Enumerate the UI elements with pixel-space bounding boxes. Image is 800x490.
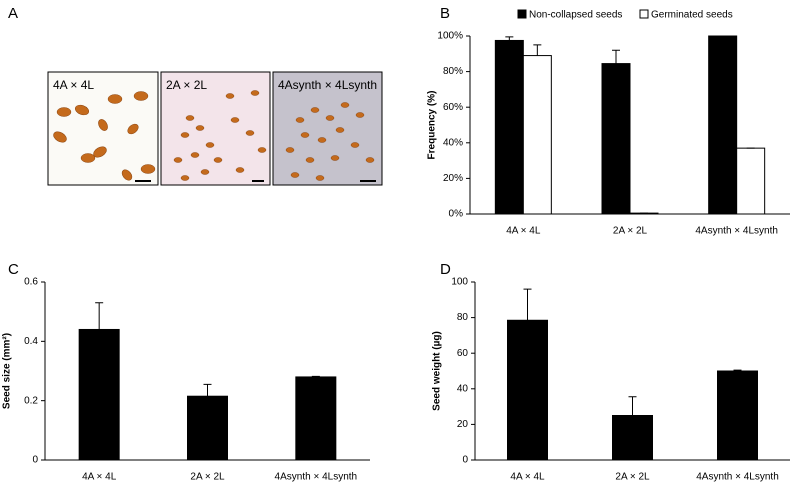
bar [187, 395, 228, 461]
bar [78, 328, 120, 461]
y-tick-label: 0.6 [24, 277, 38, 288]
bar [736, 147, 766, 215]
error-bar [523, 288, 532, 321]
error-bar [628, 396, 637, 416]
photo [272, 71, 383, 186]
photo-label: 4Asynth × 4Lsynth [278, 78, 377, 92]
legend-swatch [517, 9, 527, 19]
bar [612, 415, 653, 461]
bar [507, 319, 548, 461]
photo-label: 4A × 4L [53, 78, 94, 92]
error-bar [203, 383, 212, 397]
y-tick-label: 100 [451, 277, 468, 288]
panel-label: D [440, 261, 451, 278]
y-tick-label: 60 [457, 348, 469, 359]
error-bar [311, 375, 320, 377]
bar [295, 376, 337, 461]
legend-label: Non-collapsed seeds [529, 10, 622, 21]
seeds [53, 90, 375, 181]
y-tick-label: 100% [437, 31, 463, 42]
seed-photos [47, 71, 383, 186]
legend-swatch [639, 9, 649, 19]
bar [522, 55, 552, 215]
y-tick-label: 20 [457, 419, 469, 430]
y-tick-label: 60% [443, 102, 463, 113]
x-tick-label: 2A × 2L [190, 472, 225, 483]
panel-label: B [440, 5, 450, 22]
error-bar [612, 49, 620, 64]
x-tick-label: 4A × 4L [82, 472, 117, 483]
error-bar [733, 369, 742, 371]
bar [708, 35, 738, 215]
x-tick-label: 4A × 4L [510, 472, 545, 483]
photo [160, 71, 271, 186]
error-bar [533, 44, 542, 56]
y-tick-label: 0 [462, 455, 468, 466]
y-axis-title: Frequency (%) [427, 91, 438, 160]
x-tick-label: 4A × 4L [506, 226, 541, 237]
y-axis-title: Seed weight (µg) [432, 331, 443, 411]
y-tick-label: 0 [32, 455, 38, 466]
y-tick-label: 80 [457, 312, 469, 323]
y-tick-label: 40% [443, 137, 463, 148]
x-tick-label: 2A × 2L [615, 472, 650, 483]
x-tick-label: 2A × 2L [613, 226, 648, 237]
panel-label: A [8, 5, 18, 22]
y-tick-label: 20% [443, 173, 463, 184]
y-tick-label: 80% [443, 66, 463, 77]
panel-label: C [8, 261, 19, 278]
y-axis-title: Seed size (mm²) [2, 333, 13, 409]
photo-label: 2A × 2L [166, 78, 207, 92]
error-bar [95, 302, 104, 330]
y-tick-label: 40 [457, 383, 469, 394]
y-tick-label: 0.2 [24, 395, 38, 406]
bar [494, 39, 524, 215]
bar [717, 370, 758, 461]
bar [601, 63, 631, 215]
x-tick-label: 4Asynth × 4Lsynth [696, 472, 779, 483]
error-bar [505, 36, 514, 41]
x-tick-label: 4Asynth × 4Lsynth [695, 226, 778, 237]
y-tick-label: 0% [449, 209, 464, 220]
x-tick-label: 4Asynth × 4Lsynth [275, 472, 358, 483]
y-tick-label: 0.4 [24, 336, 38, 347]
legend-label: Germinated seeds [651, 10, 733, 21]
